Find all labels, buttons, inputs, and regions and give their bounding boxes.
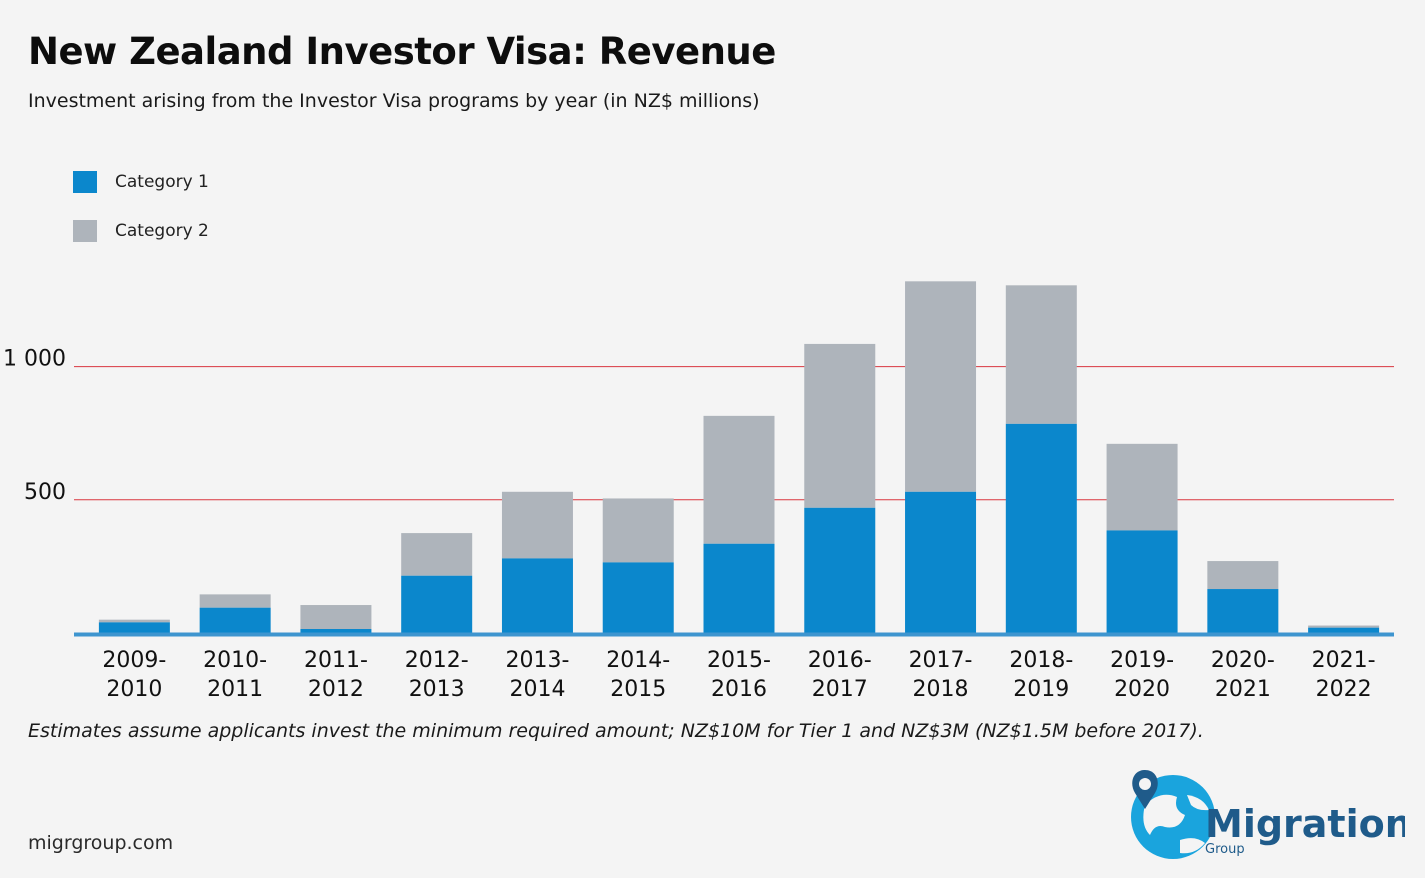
x-tick-label-12-line-1: 2021-	[1312, 648, 1376, 673]
globe-pin-icon	[1131, 770, 1215, 859]
x-tick-label-9-line-2: 2019	[1013, 677, 1069, 702]
bar-category-2-3	[401, 533, 473, 576]
x-tick-label-6-line-1: 2015-	[707, 648, 771, 673]
bar-category-2-7	[804, 343, 876, 508]
x-tick-label-1-line-2: 2011	[207, 677, 263, 702]
x-tick-label-10-line-1: 2019-	[1110, 648, 1174, 673]
x-tick-label-9-line-1: 2018-	[1009, 648, 1073, 673]
legend-item-category-1: Category 1	[73, 168, 209, 196]
website-url: migrgroup.com	[28, 832, 174, 854]
bar-category-1-12	[1308, 627, 1380, 633]
x-tick-label-0-line-2: 2010	[106, 677, 162, 702]
bar-category-2-2	[300, 605, 372, 630]
legend-swatch-category-1	[73, 171, 97, 193]
x-tick-label-12-line-2: 2022	[1316, 677, 1372, 702]
legend-label-category-1: Category 1	[115, 172, 209, 192]
bar-category-1-8	[905, 491, 977, 633]
bar-category-2-6	[703, 415, 775, 544]
bar-category-1-6	[703, 543, 775, 633]
bar-category-1-7	[804, 507, 876, 633]
bar-category-2-12	[1308, 625, 1380, 628]
x-tick-label-7-line-1: 2016-	[808, 648, 872, 673]
x-tick-label-3-line-1: 2012-	[405, 648, 469, 673]
x-tick-label-3-line-2: 2013	[409, 677, 465, 702]
x-tick-label-6-line-2: 2016	[711, 677, 767, 702]
bar-category-2-11	[1207, 561, 1279, 590]
x-tick-label-2-line-2: 2012	[308, 677, 364, 702]
x-tick-label-11-line-2: 2021	[1215, 677, 1271, 702]
x-tick-label-4-line-2: 2014	[509, 677, 565, 702]
logo-subtext: Group	[1205, 842, 1245, 857]
x-tick-label-0-line-1: 2009-	[102, 648, 166, 673]
x-tick-label-7-line-2: 2017	[812, 677, 868, 702]
legend: Category 1 Category 2	[73, 168, 209, 266]
bar-category-1-10	[1106, 530, 1178, 633]
bar-category-1-9	[1005, 423, 1077, 633]
legend-item-category-2: Category 2	[73, 217, 209, 245]
logo-text: Migration	[1205, 802, 1405, 846]
x-tick-label-4-line-1: 2013-	[505, 648, 569, 673]
bar-category-2-9	[1005, 285, 1077, 424]
legend-swatch-category-2	[73, 220, 97, 242]
bar-category-1-2	[300, 629, 372, 633]
x-tick-label-11-line-1: 2020-	[1211, 648, 1275, 673]
bar-category-2-4	[501, 491, 573, 559]
x-tick-label-2-line-1: 2011-	[304, 648, 368, 673]
bar-category-1-1	[199, 607, 271, 633]
bar-category-1-3	[401, 575, 473, 633]
x-tick-label-8-line-1: 2017-	[909, 648, 973, 673]
bar-category-2-8	[905, 281, 977, 492]
stacked-bar-chart: 500 1 000 2009- 2010 2010- 2011 2011- 2012 2012-…	[3, 281, 1394, 702]
y-tick-label-500: 500	[24, 480, 66, 505]
bar-category-1-4	[501, 558, 573, 633]
y-tick-label-1000: 1 000	[3, 347, 66, 372]
bar-category-1-0	[98, 622, 170, 633]
x-tick-label-1-line-1: 2010-	[203, 648, 267, 673]
legend-label-category-2: Category 2	[115, 221, 209, 241]
bar-category-2-5	[602, 498, 674, 563]
x-tick-label-5-line-1: 2014-	[606, 648, 670, 673]
x-tick-label-5-line-2: 2015	[610, 677, 666, 702]
bar-category-1-11	[1207, 589, 1279, 633]
bar-category-2-0	[98, 619, 170, 623]
bar-category-2-1	[199, 594, 271, 608]
chart-title: New Zealand Investor Visa: Revenue	[28, 30, 776, 73]
bar-category-2-10	[1106, 443, 1178, 531]
bar-category-1-5	[602, 562, 674, 633]
x-tick-label-8-line-2: 2018	[913, 677, 969, 702]
footnote: Estimates assume applicants invest the m…	[28, 720, 1204, 742]
migration-group-logo: Migration Group	[1131, 770, 1405, 859]
chart-subtitle: Investment arising from the Investor Vis…	[28, 90, 760, 112]
x-tick-label-10-line-2: 2020	[1114, 677, 1170, 702]
